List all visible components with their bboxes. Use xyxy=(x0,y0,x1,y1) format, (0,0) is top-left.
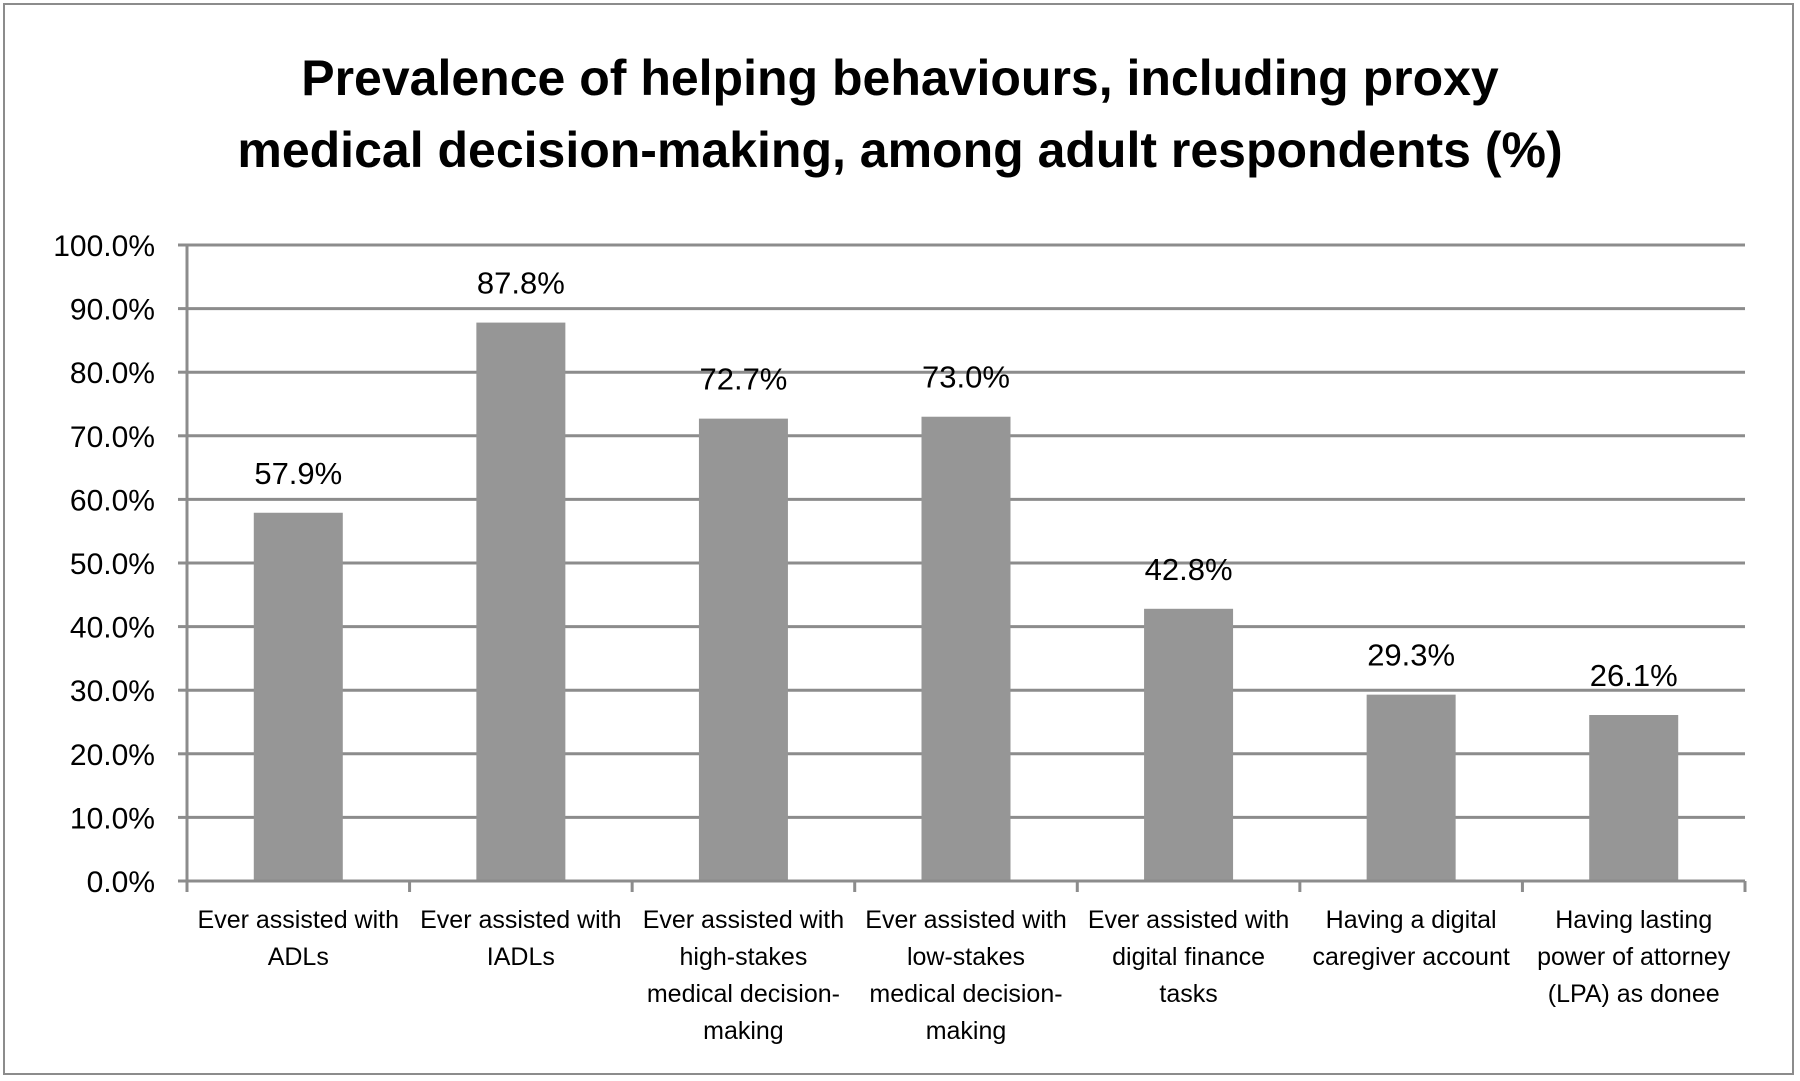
category-label-line: medical decision- xyxy=(869,980,1062,1008)
bar xyxy=(476,322,566,881)
chart-title-line-2: medical decision-making, among adult res… xyxy=(237,122,1563,178)
labels: 0.0% 10.0% 20.0% 30.0% 40.0% 50.0% 60.0% 70.0% 8… xyxy=(53,230,1731,1045)
y-tick-label: 80.0% xyxy=(70,357,155,390)
y-tick-label: 90.0% xyxy=(70,294,155,327)
y-tick-label: 40.0% xyxy=(70,612,155,645)
bars xyxy=(253,322,1679,881)
category-label-line: (LPA) as donee xyxy=(1548,980,1720,1008)
category-label-line: making xyxy=(926,1017,1007,1045)
bar xyxy=(1366,694,1456,881)
category-label-line: high-stakes xyxy=(679,943,807,971)
category-label: Ever assisted with low-stakes medical deci… xyxy=(865,906,1066,1045)
y-tick-label: 30.0% xyxy=(70,675,155,708)
data-label: 42.8% xyxy=(1145,552,1233,587)
category-label: Ever assisted with IADLs xyxy=(420,906,621,971)
category-label-line: ADLs xyxy=(268,943,329,971)
bar xyxy=(921,416,1011,881)
data-label: 29.3% xyxy=(1367,638,1455,673)
y-tick-label: 50.0% xyxy=(70,548,155,581)
category-label-line: Ever assisted with xyxy=(420,906,621,934)
y-tick-label: 70.0% xyxy=(70,421,155,454)
data-label: 57.9% xyxy=(254,456,342,491)
category-label-line: Ever assisted with xyxy=(865,906,1066,934)
chart-title-line-1: Prevalence of helping behaviours, includ… xyxy=(301,50,1499,106)
data-label: 87.8% xyxy=(477,266,565,301)
bar xyxy=(698,418,788,881)
category-label-line: power of attorney xyxy=(1537,943,1731,971)
category-label-line: medical decision- xyxy=(647,980,840,1008)
category-label-line: tasks xyxy=(1159,980,1217,1008)
category-label-line: Having lasting xyxy=(1555,906,1712,934)
category-label-line: low-stakes xyxy=(907,943,1025,971)
category-label-line: Ever assisted with xyxy=(198,906,399,934)
category-label-line: making xyxy=(703,1017,784,1045)
chart-title: Prevalence of helping behaviours, includ… xyxy=(0,42,1800,186)
y-tick-label: 10.0% xyxy=(70,802,155,835)
bar xyxy=(1144,608,1234,881)
y-tick-label: 100.0% xyxy=(53,230,155,263)
bar xyxy=(253,512,343,881)
category-label: Ever assisted with ADLs xyxy=(198,906,399,971)
y-tick-label: 60.0% xyxy=(70,484,155,517)
category-label-line: caregiver account xyxy=(1312,943,1509,971)
y-tick-label: 0.0% xyxy=(87,866,155,899)
category-label-line: Having a digital xyxy=(1326,906,1497,934)
category-label-line: IADLs xyxy=(487,943,555,971)
category-label: Ever assisted with high-stakes medical dec… xyxy=(643,906,844,1045)
category-label: Having lasting power of attorney (LPA) as … xyxy=(1537,906,1731,1008)
category-label: Ever assisted with digital finance tasks xyxy=(1088,906,1289,1008)
y-tick-label: 20.0% xyxy=(70,739,155,772)
bar xyxy=(1589,715,1679,881)
category-label-line: digital finance xyxy=(1112,943,1265,971)
category-label-line: Ever assisted with xyxy=(643,906,844,934)
data-label: 73.0% xyxy=(922,360,1010,395)
axes xyxy=(178,243,1747,892)
data-label: 72.7% xyxy=(699,362,787,397)
data-label: 26.1% xyxy=(1590,658,1678,693)
category-label-line: Ever assisted with xyxy=(1088,906,1289,934)
category-label: Having a digital caregiver account xyxy=(1312,906,1509,971)
